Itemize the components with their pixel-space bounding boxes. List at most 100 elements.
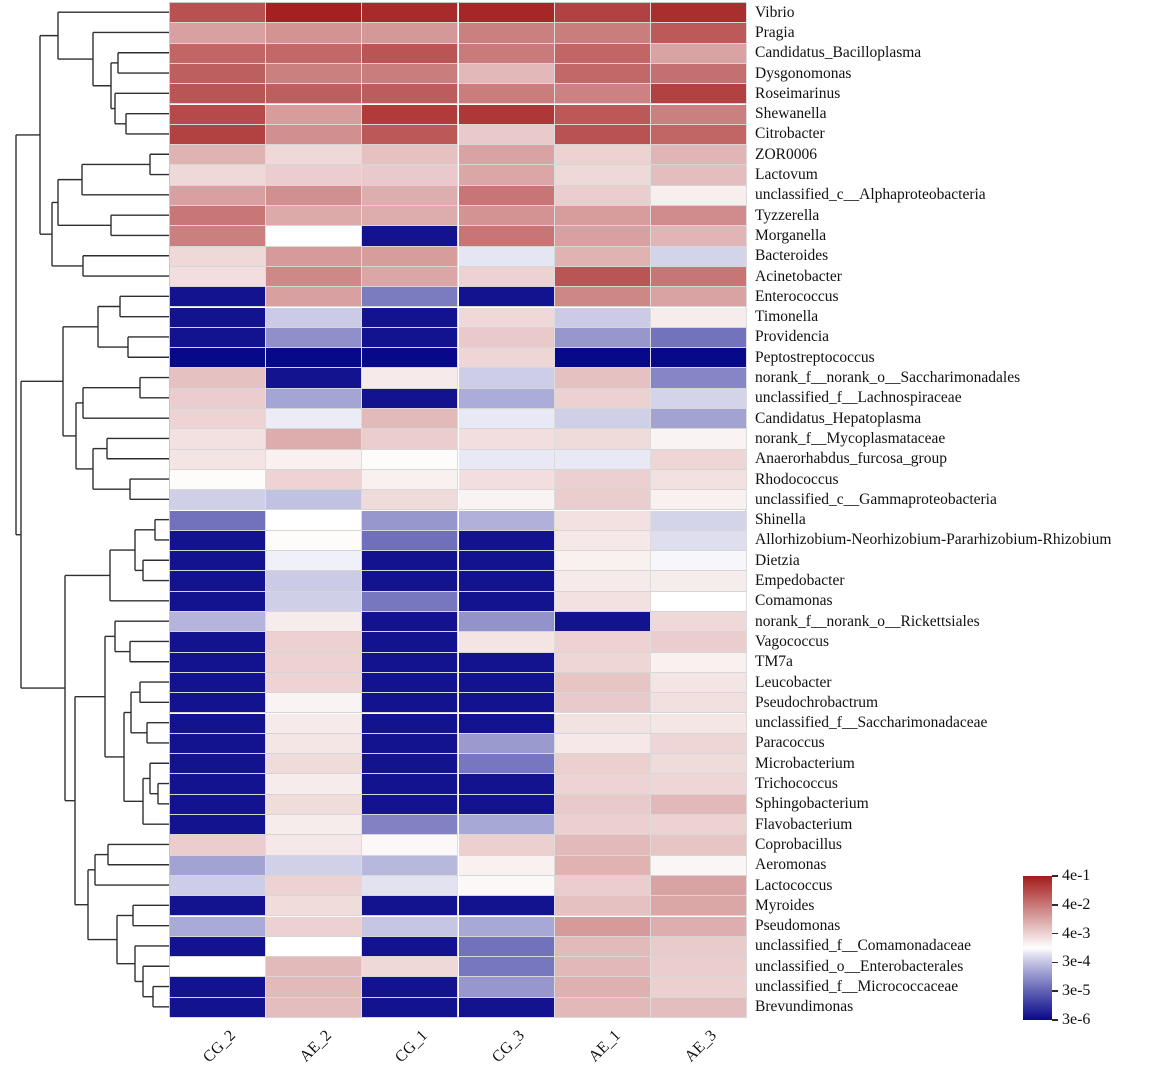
- heatmap-cell: [458, 713, 555, 734]
- legend-tick-label: 3e-6: [1062, 1011, 1091, 1028]
- heatmap-cell: [458, 652, 555, 673]
- heatmap-cell: [362, 794, 459, 815]
- heatmap-cell: [266, 206, 363, 227]
- heatmap-cell: [170, 206, 267, 227]
- heatmap-cell: [554, 977, 651, 998]
- heatmap-cell: [170, 612, 267, 633]
- heatmap-cell: [266, 551, 363, 572]
- heatmap-cell: [554, 713, 651, 734]
- row-label: unclassified_o__Enterobacterales: [755, 957, 964, 975]
- heatmap-cell: [170, 591, 267, 612]
- heatmap-cell: [554, 490, 651, 511]
- heatmap-cell: [266, 409, 363, 430]
- row-label: Providencia: [755, 328, 830, 346]
- heatmap-cell: [650, 672, 747, 694]
- heatmap-cell: [170, 246, 267, 267]
- heatmap-cell: [554, 530, 651, 552]
- heatmap-cell: [458, 815, 555, 836]
- row-label: ZOR0006: [755, 145, 817, 163]
- heatmap-cell: [554, 551, 651, 572]
- heatmap-cell: [650, 327, 747, 349]
- row-label: Microbacterium: [755, 754, 855, 772]
- legend-tick: [1052, 1019, 1058, 1021]
- heatmap-cell: [170, 145, 267, 166]
- heatmap-cell: [650, 388, 747, 409]
- heatmap-cell: [170, 977, 267, 998]
- heatmap-cell: [554, 469, 651, 491]
- heatmap-cell: [458, 551, 555, 572]
- heatmap-cell: [170, 551, 267, 572]
- heatmap-cell: [266, 693, 363, 714]
- row-label: Sphingobacterium: [755, 795, 869, 813]
- heatmap-cell: [458, 896, 555, 917]
- heatmap-cell: [362, 165, 459, 186]
- heatmap-cell: [650, 490, 747, 511]
- heatmap-cell: [554, 165, 651, 186]
- heatmap-cell: [170, 530, 267, 552]
- row-label: Pseudomonas: [755, 917, 841, 935]
- legend-tick-label: 4e-3: [1062, 924, 1091, 942]
- heatmap-cell: [554, 104, 651, 125]
- row-label: norank_f__norank_o__Saccharimonadales: [755, 369, 1021, 387]
- heatmap-cell: [554, 409, 651, 430]
- heatmap-cell: [650, 449, 747, 470]
- heatmap-cell: [458, 23, 555, 44]
- heatmap-cell: [362, 145, 459, 166]
- row-label: Pragia: [755, 23, 795, 41]
- heatmap-cell: [170, 327, 267, 349]
- heatmap-cell: [170, 754, 267, 775]
- heatmap-cell: [554, 571, 651, 592]
- row-label: norank_f__Mycoplasmataceae: [755, 429, 946, 447]
- heatmap-cell: [650, 693, 747, 714]
- heatmap-cell: [266, 510, 363, 531]
- heatmap-cell: [458, 145, 555, 166]
- heatmap-cell: [266, 429, 363, 450]
- heatmap-cell: [458, 591, 555, 612]
- legend-tick-label: 3e-5: [1062, 982, 1091, 1000]
- legend-tick: [1052, 932, 1058, 935]
- heatmap-cell: [650, 591, 747, 612]
- row-label: Rhodococcus: [755, 470, 839, 488]
- heatmap-cell: [650, 774, 747, 795]
- heatmap-cell: [362, 429, 459, 450]
- row-label: Peptostreptococcus: [755, 348, 875, 366]
- heatmap-cell: [458, 43, 555, 64]
- heatmap-cell: [650, 794, 747, 815]
- legend-tick: [1052, 875, 1058, 877]
- heatmap-cell: [650, 571, 747, 592]
- heatmap-cell: [362, 815, 459, 836]
- heatmap-cell: [266, 104, 363, 125]
- heatmap-cell: [554, 84, 651, 105]
- row-label: unclassified_c__Gammaproteobacteria: [755, 490, 997, 508]
- heatmap-cell: [362, 835, 459, 856]
- heatmap-cell: [266, 957, 363, 978]
- heatmap-cell: [554, 287, 651, 308]
- heatmap-cell: [362, 246, 459, 267]
- heatmap-cell: [650, 145, 747, 166]
- heatmap-cell: [554, 957, 651, 978]
- heatmap-cell: [554, 185, 651, 206]
- legend-tick-label: 4e-1: [1062, 867, 1091, 884]
- heatmap-cell: [170, 124, 267, 146]
- heatmap-cell: [362, 855, 459, 876]
- heatmap-cell: [362, 632, 459, 653]
- row-label: Anaerorhabdus_furcosa_group: [755, 450, 947, 468]
- heatmap-cell: [554, 896, 651, 917]
- heatmap-cell: [362, 104, 459, 125]
- heatmap-cell: [362, 327, 459, 349]
- row-label: Vagococcus: [755, 632, 830, 650]
- heatmap-cell: [362, 368, 459, 389]
- heatmap-cell: [362, 652, 459, 673]
- heatmap-cell: [458, 997, 555, 1018]
- heatmap-cell: [650, 104, 747, 125]
- row-label: Timonella: [755, 308, 819, 326]
- heatmap-cell: [362, 896, 459, 917]
- heatmap-cell: [458, 530, 555, 552]
- heatmap-cell: [362, 348, 459, 369]
- heatmap-cell: [266, 449, 363, 470]
- heatmap-cell: [362, 510, 459, 531]
- row-label: Lactococcus: [755, 876, 833, 894]
- row-label: Candidatus_Hepatoplasma: [755, 409, 922, 427]
- heatmap-cell: [458, 875, 555, 897]
- heatmap-cell: [170, 794, 267, 815]
